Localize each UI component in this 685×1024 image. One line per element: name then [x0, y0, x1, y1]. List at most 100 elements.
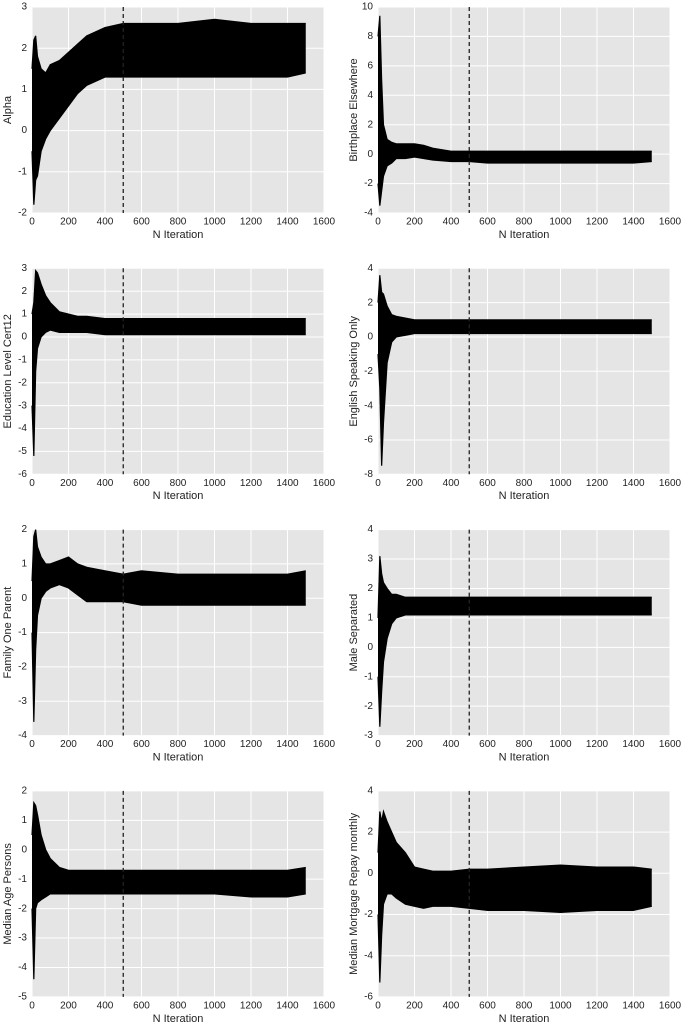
y-tick-label: -3 [18, 933, 27, 944]
x-axis-label: N Iteration [153, 490, 204, 502]
y-tick-label: 10 [362, 2, 374, 13]
trace-line [377, 332, 652, 466]
x-tick-label: 200 [60, 478, 77, 489]
x-tick-label: 1000 [549, 478, 572, 489]
y-tick-label: 4 [367, 90, 373, 101]
y-axis-label: Education Level Cert12 [2, 314, 14, 428]
x-tick-label: 0 [29, 478, 35, 489]
y-tick-label: 0 [21, 332, 27, 343]
x-tick-label: 1000 [203, 739, 226, 750]
x-tick-label: 400 [443, 217, 460, 228]
x-tick-label: 400 [443, 478, 460, 489]
x-tick-label: 600 [133, 217, 150, 228]
y-tick-label: -8 [364, 469, 373, 480]
x-tick-label: 1200 [240, 1001, 263, 1012]
y-tick-label: 0 [367, 868, 373, 879]
x-axis-label: N Iteration [499, 1013, 550, 1024]
x-tick-label: 1200 [240, 217, 263, 228]
x-tick-label: 200 [60, 739, 77, 750]
x-tick-label: 0 [29, 1001, 35, 1012]
x-tick-label: 1200 [586, 217, 609, 228]
y-tick-label: 2 [367, 827, 373, 838]
trace-band [32, 802, 306, 980]
y-tick-label: 4 [367, 263, 373, 274]
y-tick-label: -4 [364, 400, 373, 411]
trace-line [31, 893, 306, 980]
x-tick-label: 1400 [622, 1001, 645, 1012]
y-tick-label: -2 [364, 178, 373, 189]
trace-line [377, 556, 652, 618]
x-tick-label: 0 [375, 739, 381, 750]
y-axis-label: Median Age Persons [2, 843, 14, 945]
y-tick-label: 8 [367, 31, 373, 42]
y-axis-label: Male Separated [348, 594, 360, 672]
trace-line [31, 800, 306, 871]
x-tick-label: 600 [133, 1001, 150, 1012]
trace-line [31, 268, 306, 320]
y-axis-label: English Speaking Only [348, 315, 360, 426]
x-tick-label: 800 [170, 478, 187, 489]
y-tick-label: -2 [18, 208, 27, 219]
y-tick-label: 1 [21, 309, 27, 320]
x-tick-label: 800 [170, 217, 187, 228]
x-tick-label: 0 [375, 217, 381, 228]
x-tick-label: 0 [375, 478, 381, 489]
x-tick-label: 1600 [313, 1001, 336, 1012]
y-tick-label: 3 [21, 263, 27, 274]
y-tick-label: -4 [18, 962, 27, 973]
x-tick-label: 200 [60, 217, 77, 228]
y-tick-label: -4 [364, 208, 373, 219]
y-tick-label: 2 [367, 297, 373, 308]
x-tick-label: 0 [29, 217, 35, 228]
x-tick-label: 200 [406, 739, 423, 750]
y-axis-label: Median Mortgage Repay monthly [348, 812, 360, 975]
trace-line [31, 583, 306, 722]
x-tick-label: 400 [97, 1001, 114, 1012]
x-axis-label: N Iteration [153, 752, 204, 764]
x-tick-label: 1400 [276, 217, 299, 228]
y-tick-label: -1 [364, 671, 373, 682]
x-tick-label: 600 [479, 1001, 496, 1012]
x-tick-label: 0 [29, 739, 35, 750]
y-tick-label: -6 [364, 435, 373, 446]
y-tick-label: 6 [367, 60, 373, 71]
y-tick-label: -2 [18, 377, 27, 388]
x-tick-label: 1600 [659, 217, 682, 228]
y-tick-label: -1 [18, 627, 27, 638]
y-axis-label: Alpha [2, 95, 14, 124]
x-tick-label: 1400 [276, 739, 299, 750]
trace-line [377, 15, 652, 152]
y-tick-label: 0 [367, 332, 373, 343]
y-tick-label: -3 [364, 730, 373, 741]
trace-band [378, 275, 652, 466]
x-tick-label: 1000 [549, 1001, 572, 1012]
x-tick-label: 600 [479, 739, 496, 750]
y-tick-label: -2 [18, 903, 27, 914]
x-tick-label: 800 [516, 739, 533, 750]
y-tick-label: -6 [364, 992, 373, 1003]
y-tick-label: 1 [21, 559, 27, 570]
y-tick-label: -2 [18, 662, 27, 673]
x-tick-label: 400 [443, 739, 460, 750]
y-tick-label: 2 [21, 524, 27, 535]
x-tick-label: 600 [479, 478, 496, 489]
y-tick-label: 0 [21, 125, 27, 136]
x-tick-label: 1000 [203, 478, 226, 489]
trace-line [31, 529, 306, 582]
trace-line [377, 893, 652, 983]
x-tick-label: 1200 [586, 739, 609, 750]
trace-line [31, 72, 306, 205]
y-tick-label: -5 [18, 992, 27, 1003]
x-tick-label: 1200 [240, 739, 263, 750]
x-tick-label: 1000 [549, 739, 572, 750]
y-tick-label: -5 [18, 446, 27, 457]
y-tick-label: 2 [367, 583, 373, 594]
x-axis-label: N Iteration [153, 1013, 204, 1024]
y-tick-label: -6 [18, 469, 27, 480]
x-tick-label: 1200 [586, 1001, 609, 1012]
x-axis-label: N Iteration [499, 752, 550, 764]
trace-line [377, 614, 652, 727]
x-tick-label: 600 [133, 478, 150, 489]
x-tick-label: 1600 [313, 739, 336, 750]
